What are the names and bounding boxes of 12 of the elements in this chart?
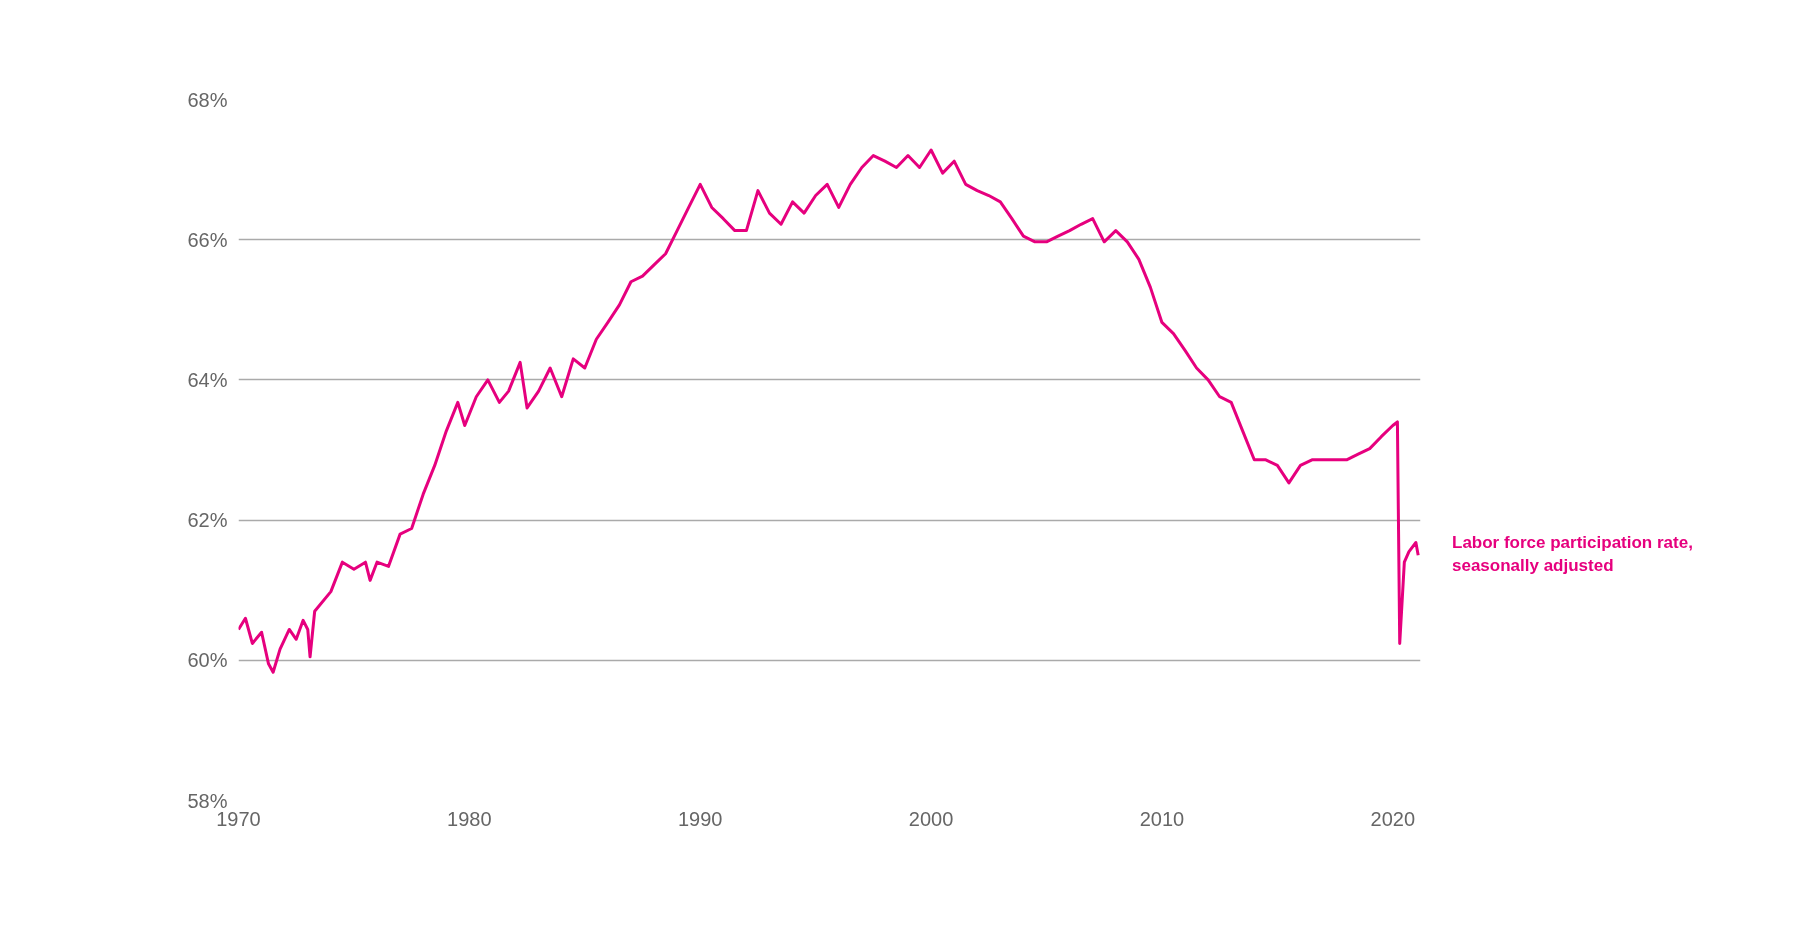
- y-tick-label: 64%: [187, 368, 228, 391]
- line-series: [238, 148, 1420, 674]
- y-tick-label: 62%: [187, 509, 228, 532]
- y-tick-label: 66%: [187, 228, 228, 251]
- x-tick-label: 2010: [1139, 807, 1185, 830]
- y-tick-label: 68%: [187, 88, 228, 111]
- y-tick-label: 60%: [187, 649, 228, 672]
- series-label: Labor force participation rate, seasonally adjusted: [1452, 532, 1693, 577]
- x-tick-label: 2020: [1370, 807, 1416, 830]
- x-tick-label: 1980: [447, 807, 492, 830]
- x-tick-label: 1990: [677, 807, 723, 830]
- x-tick-label: 2000: [908, 807, 954, 830]
